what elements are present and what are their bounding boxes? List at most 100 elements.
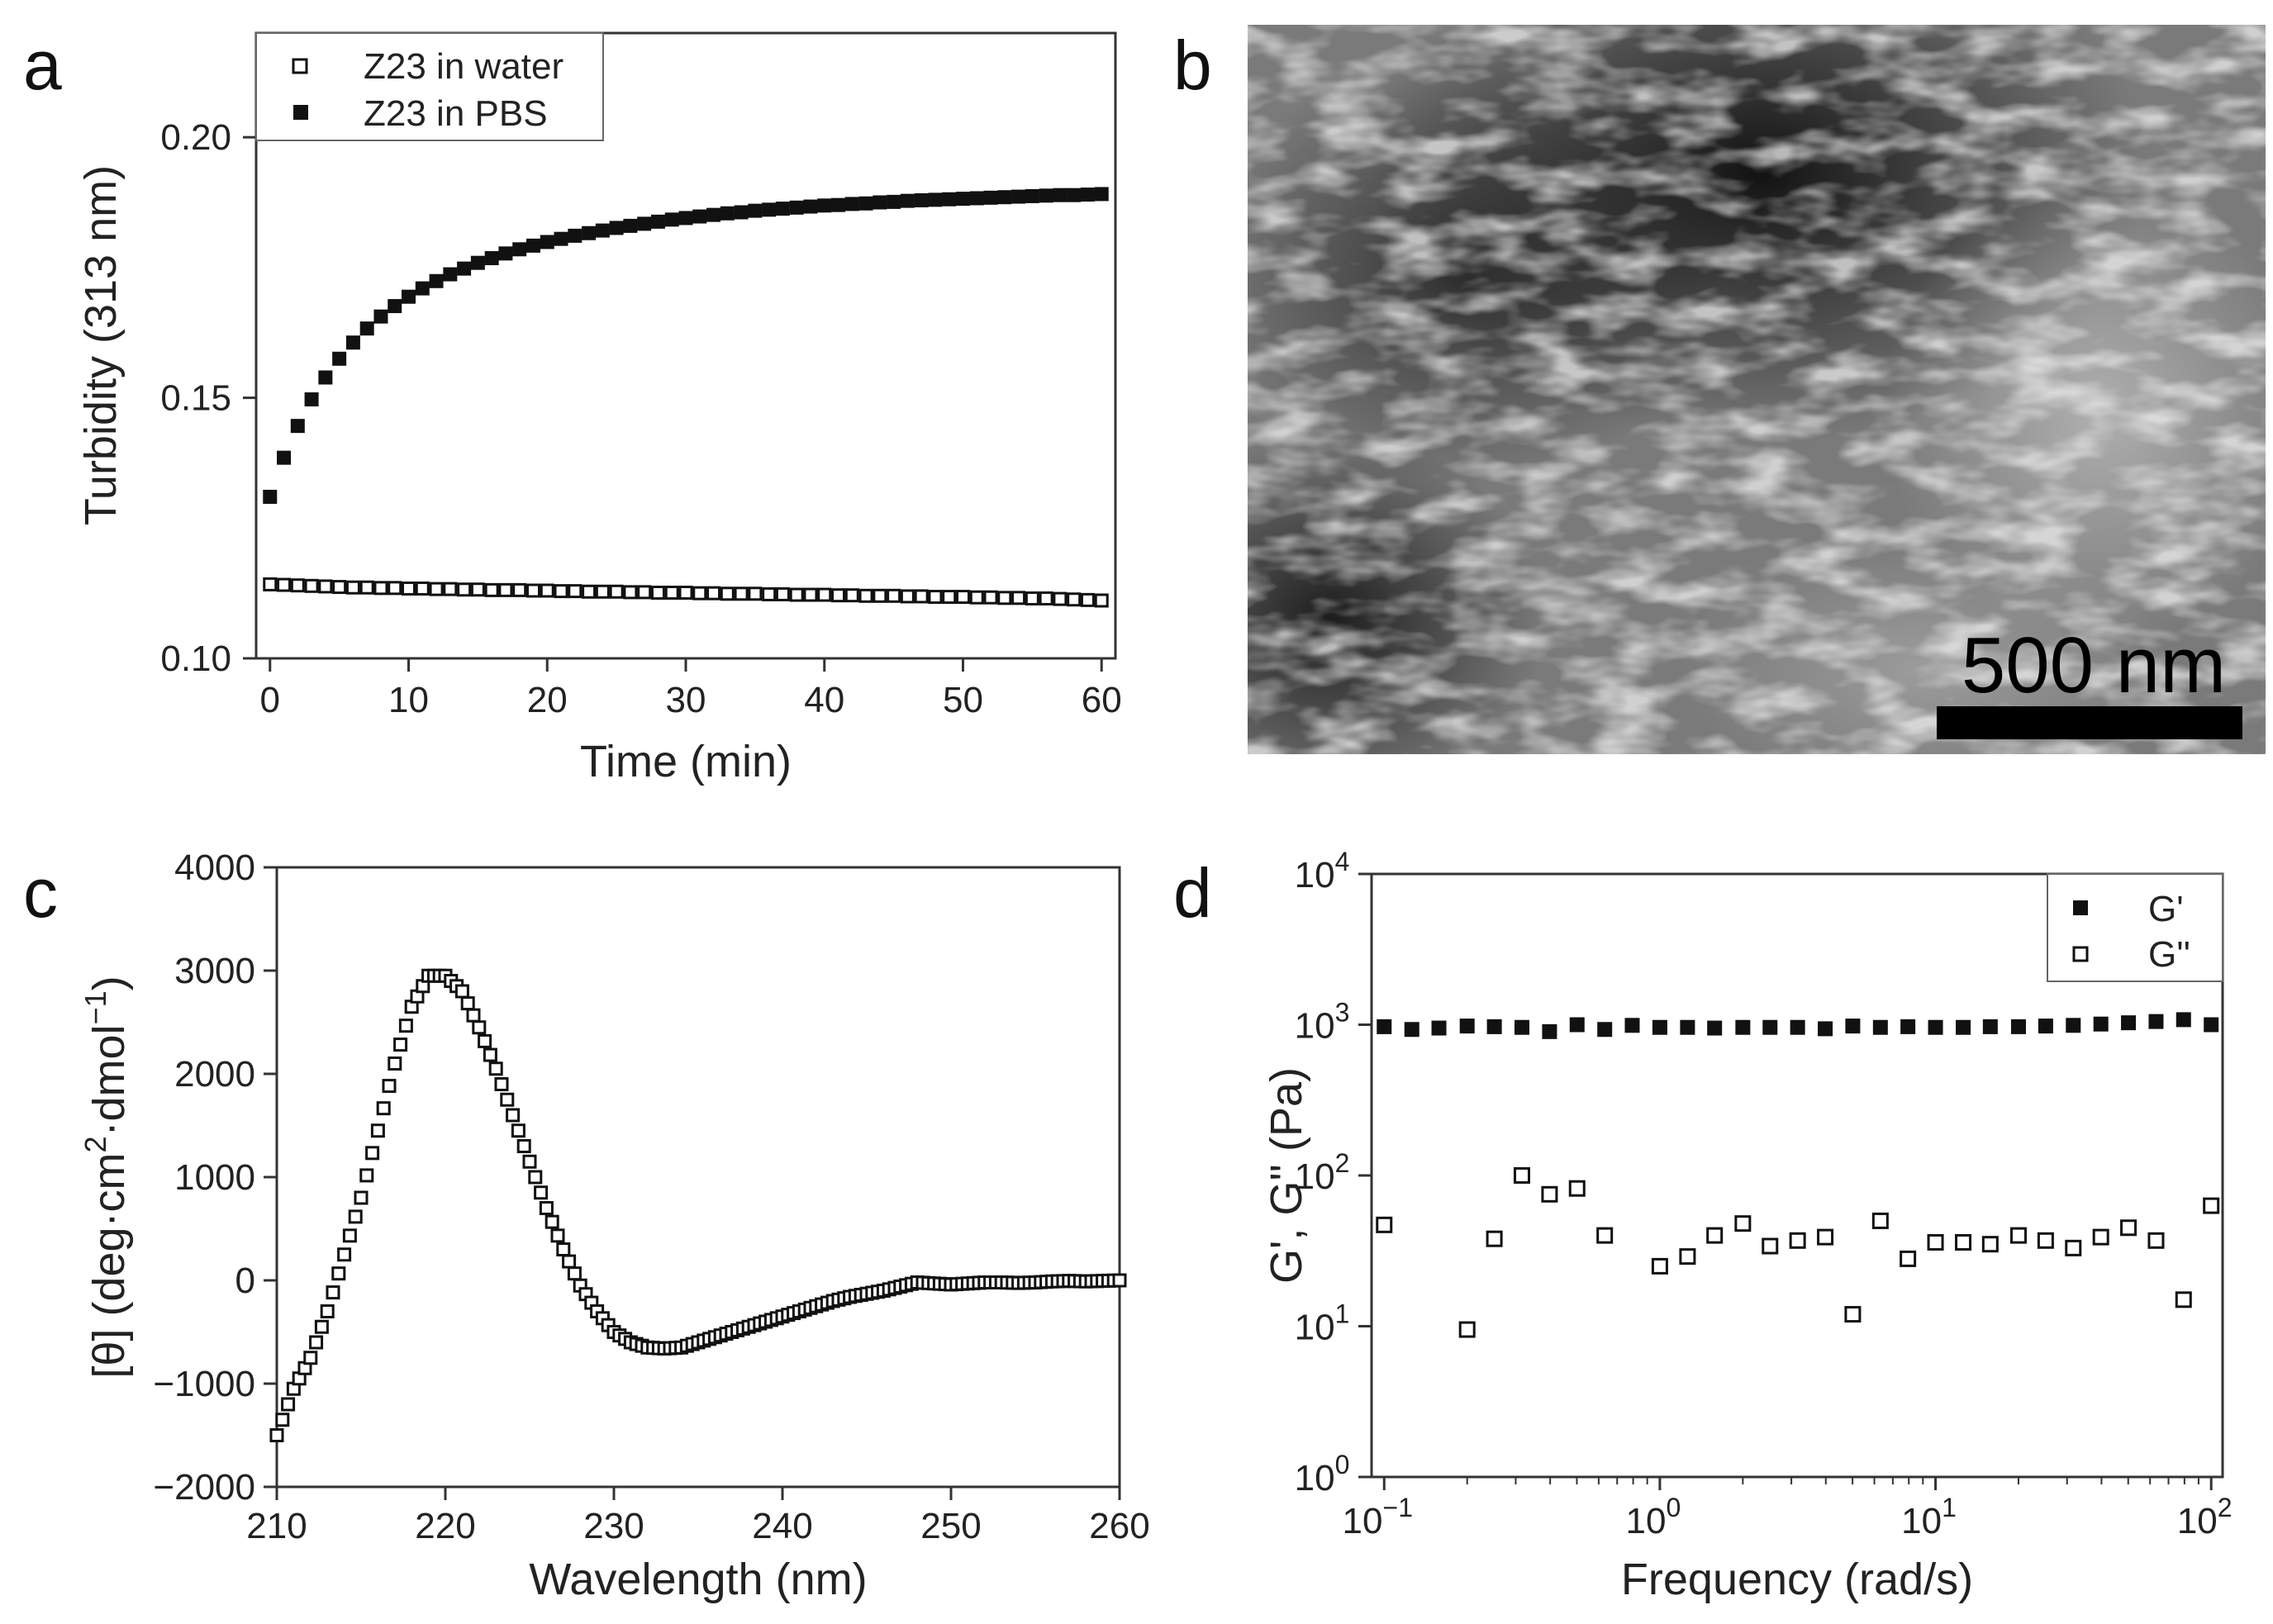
water-point [928, 590, 943, 605]
cd-point [562, 1254, 577, 1269]
pbs-point [664, 212, 679, 227]
cd-point [388, 1057, 402, 1071]
pbs-point [831, 197, 846, 212]
pbs-point [1011, 189, 1026, 204]
chart-d-xlabel: Frequency (rad/s) [1621, 1555, 1973, 1604]
loss-modulus-point [1789, 1232, 1806, 1249]
cd-point [269, 1428, 284, 1442]
pbs-point [388, 299, 402, 314]
pbs-point [997, 190, 1012, 205]
pbs-point [345, 335, 360, 350]
loss-modulus-point [1871, 1212, 1889, 1229]
cd-point [567, 1266, 582, 1281]
pbs-point [1094, 187, 1109, 202]
chart-a-ytick-label: 0.20 [160, 117, 231, 158]
water-point [1053, 591, 1068, 606]
loss-modulus-point [1762, 1237, 1779, 1255]
cd-point [314, 1319, 329, 1334]
water-point [498, 582, 513, 597]
chart-c-xtick-label: 230 [583, 1506, 644, 1546]
storage-modulus-point [2038, 1019, 2053, 1034]
chart-c-ylabel-part2: ·dmol [84, 1024, 134, 1136]
pbs-point [650, 214, 665, 229]
water-point [789, 587, 804, 602]
water-point [762, 586, 777, 601]
panel-label-a: a [23, 26, 62, 104]
storage-modulus-point [1514, 1019, 1529, 1035]
storage-modulus-point [1431, 1020, 1447, 1036]
loss-modulus-point [2009, 1227, 2027, 1244]
chart-a: 0 10 20 30 40 50 60 0.10 0.15 0.20 Time (min) Tur… [76, 31, 1122, 786]
pbs-point [969, 191, 984, 206]
chart-a-xtick-label: 60 [1082, 680, 1122, 720]
chart-c-ytick-label: 1000 [174, 1157, 255, 1198]
chart-a-legend-box [255, 32, 604, 141]
pbs-point [1067, 188, 1082, 202]
chart-c-ylabel-sup1: 2 [78, 1136, 112, 1152]
cd-point [281, 1397, 296, 1412]
water-point [290, 578, 305, 593]
panel-label-b: b [1173, 26, 1212, 104]
loss-modulus-point [1596, 1227, 1614, 1244]
pbs-point [858, 196, 873, 211]
pbs-point [470, 255, 485, 270]
water-point [540, 583, 554, 598]
water-point [803, 587, 818, 602]
loss-modulus-point [1734, 1215, 1752, 1232]
loss-modulus-point [1817, 1228, 1834, 1246]
legend-label-gprime: G' [2148, 889, 2184, 929]
storage-modulus-point [2066, 1018, 2081, 1033]
pbs-point [789, 200, 804, 215]
pbs-point [290, 419, 305, 434]
cd-point [1112, 1273, 1127, 1288]
water-point [914, 589, 929, 604]
storage-modulus-point [1900, 1019, 1916, 1034]
cd-point [488, 1061, 503, 1076]
water-point [595, 584, 610, 599]
pbs-point [582, 226, 597, 240]
pbs-point [1025, 188, 1039, 203]
water-point [304, 578, 319, 593]
water-point [470, 582, 485, 597]
pbs-point [900, 193, 915, 208]
water-point [748, 586, 763, 601]
storage-modulus-point [1652, 1019, 1667, 1035]
cd-point [370, 1123, 385, 1138]
storage-modulus-point [2204, 1017, 2219, 1033]
cd-point [365, 1146, 380, 1161]
loss-modulus-point [2037, 1232, 2054, 1249]
water-point [263, 577, 278, 591]
chart-d-legend-box [2047, 873, 2223, 982]
pbs-point [623, 218, 638, 233]
loss-modulus-point [1679, 1248, 1696, 1265]
water-point [664, 586, 679, 601]
water-point [525, 583, 540, 598]
water-point [831, 588, 846, 603]
water-point [969, 590, 984, 605]
storage-modulus-point [1597, 1022, 1613, 1038]
water-point [277, 577, 292, 592]
water-point [373, 581, 388, 596]
storage-modulus-point [2093, 1016, 2109, 1032]
water-point [609, 584, 624, 599]
storage-modulus-point [1680, 1019, 1695, 1035]
water-point [873, 588, 887, 603]
pbs-point [678, 211, 693, 226]
chart-a-legend: Z23 in water Z23 in PBS [255, 32, 604, 141]
water-point [997, 591, 1012, 605]
pbs-point [332, 351, 347, 366]
pbs-point [484, 251, 499, 266]
storage-modulus-point [1707, 1020, 1723, 1036]
storage-modulus-point [1624, 1018, 1640, 1033]
chart-a-xtick-label: 50 [943, 680, 983, 720]
water-point [1011, 591, 1026, 605]
chart-a-xtick-label: 20 [527, 680, 568, 720]
pbs-point [457, 261, 472, 276]
pbs-point [609, 221, 624, 235]
pbs-point [443, 267, 458, 282]
cd-point [275, 1413, 290, 1427]
chart-c-ytick-label: −2000 [153, 1467, 255, 1508]
pbs-point [277, 450, 292, 465]
storage-modulus-point [1956, 1019, 1971, 1035]
storage-modulus-point [1459, 1019, 1475, 1034]
